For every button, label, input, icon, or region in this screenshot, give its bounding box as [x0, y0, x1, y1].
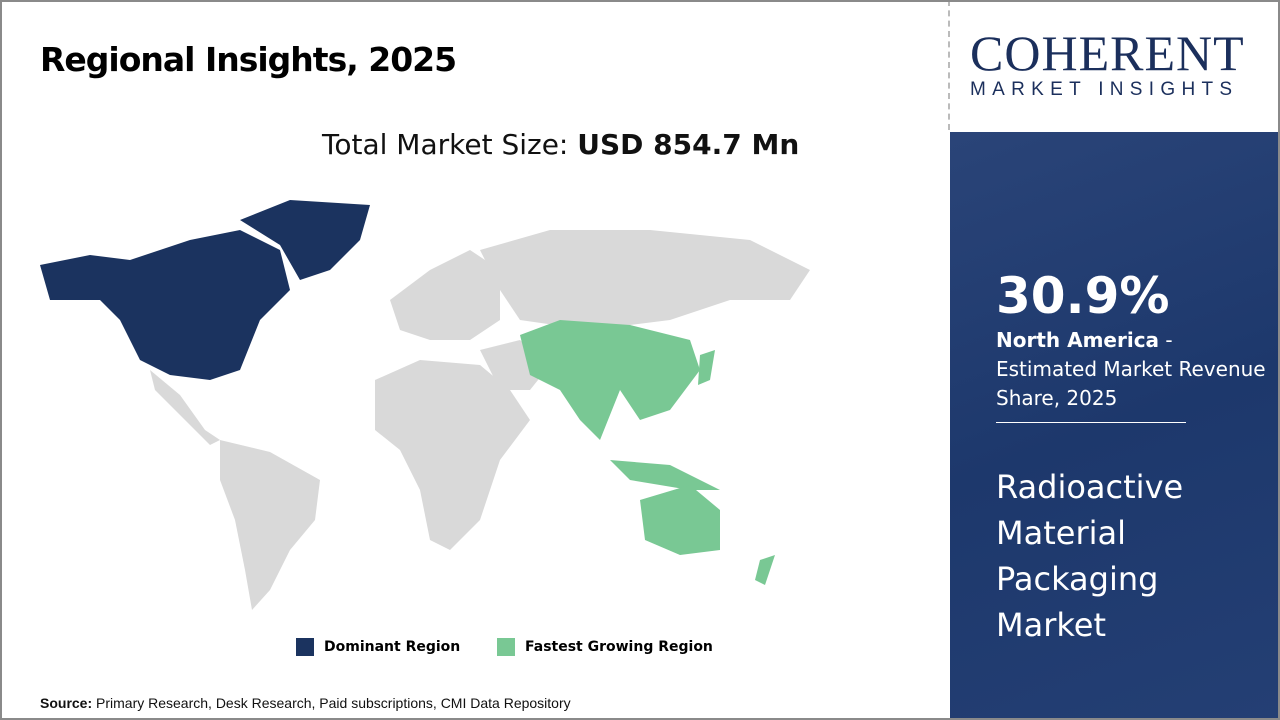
legend-swatch	[296, 638, 314, 656]
legend-fastest: Fastest Growing Region	[497, 638, 713, 656]
market-size-label: Total Market Size:	[322, 128, 578, 161]
page-title: Regional Insights, 2025	[40, 40, 457, 79]
south-america	[220, 440, 320, 610]
legend-swatch	[497, 638, 515, 656]
logo-subtext: MARKET INSIGHTS	[970, 79, 1239, 100]
world-map	[40, 200, 810, 610]
market-name: Radioactive Material Packaging Market	[996, 468, 1184, 644]
info-panel: 30.9% North America - Estimated Market R…	[950, 132, 1280, 720]
market-size-value: USD 854.7 Mn	[577, 128, 800, 161]
africa	[375, 360, 530, 550]
share-description: North America - Estimated Market Revenue…	[996, 326, 1271, 413]
other-regions	[150, 230, 810, 610]
russia	[480, 230, 810, 330]
divider	[948, 0, 950, 130]
source-note: Source: Primary Research, Desk Research,…	[40, 695, 571, 711]
dominant-region-north-america	[40, 200, 370, 380]
source-label: Source:	[40, 695, 93, 711]
share-value: 30.9%	[996, 267, 1170, 325]
region-name: North America	[996, 328, 1160, 352]
legend-label: Dominant Region	[324, 639, 461, 655]
company-logo: COHERENT MARKET INSIGHTS	[950, 0, 1280, 132]
logo-text: COHERENT	[970, 25, 1245, 81]
share-desc-text: - Estimated Market Revenue Share, 2025	[996, 328, 1266, 410]
europe	[390, 250, 500, 340]
central-america	[150, 370, 220, 445]
total-market-size: Total Market Size: USD 854.7 Mn	[322, 128, 799, 162]
legend-dominant: Dominant Region	[296, 638, 460, 656]
fastest-growing-region-asia-pacific	[520, 320, 775, 585]
source-text: Primary Research, Desk Research, Paid su…	[92, 695, 571, 711]
legend-label: Fastest Growing Region	[525, 639, 713, 655]
divider-line	[996, 422, 1186, 423]
